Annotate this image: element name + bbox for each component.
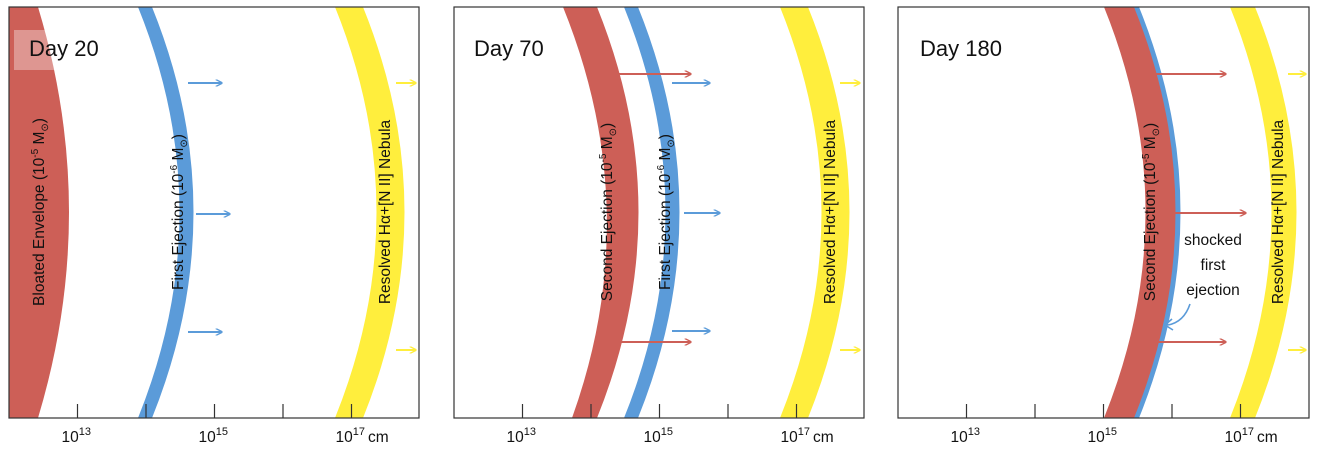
- second-ejection-shell: [563, 7, 639, 418]
- axis-tick-label: 1017 cm: [1225, 426, 1278, 446]
- axis-tick-label: 1013: [951, 426, 981, 446]
- shell-label-first-ejection: First Ejection (10-6 M⊙): [656, 134, 677, 290]
- shell-label-bloated-envelope: Bloated Envelope (10-5 M⊙): [30, 118, 51, 306]
- shell-label-second-ejection: Second Ejection (10-5 M⊙): [598, 123, 619, 301]
- axis-unit: cm: [1257, 429, 1278, 446]
- first-ejection-shell: [624, 7, 680, 418]
- shell-label-nebula: Resolved Hα+[N II] Nebula: [1270, 119, 1287, 304]
- axis-tick-label: 1015: [644, 426, 674, 446]
- second-ejection-shell: [1104, 7, 1176, 418]
- day-label: Day 70: [474, 36, 544, 61]
- x-axes: 1013 1015 1017 cm 1013 1015 1017 cm 1013 1015 1017…: [62, 404, 1278, 446]
- day-label: Day 180: [920, 36, 1002, 61]
- axis-tick-label: 1015: [199, 426, 229, 446]
- axis-tick-label: 1017 cm: [336, 426, 389, 446]
- day-label-box: [14, 30, 80, 70]
- nebula-shell: [780, 7, 850, 418]
- svg-text:ejection: ejection: [1186, 282, 1239, 299]
- axis-tick-label: 1013: [62, 426, 92, 446]
- axis-tick-label: 1017 cm: [781, 426, 834, 446]
- svg-text:shocked: shocked: [1184, 232, 1242, 249]
- annotation-arrow: [1167, 303, 1191, 326]
- axis-tick-label: 1015: [1088, 426, 1118, 446]
- svg-text:first: first: [1201, 257, 1227, 274]
- bloated-envelope-shell: [9, 7, 69, 418]
- panel-day-180: Day 180 Second Ejection (10-5 M⊙) Resolv…: [897, 6, 1310, 419]
- panel-day-70: Day 70 Second Ejection (10-5 M⊙) First E…: [453, 6, 865, 419]
- axis-unit: cm: [368, 429, 389, 446]
- shell-label-second-ejection: Second Ejection (10-5 M⊙): [1141, 123, 1162, 301]
- first-ejection-shell: [138, 7, 194, 418]
- shocked-first-ejection-shell: [1120, 7, 1181, 418]
- axis-unit: cm: [813, 429, 834, 446]
- nebula-shell: [1230, 7, 1297, 418]
- day-label: Day 20: [29, 36, 99, 61]
- nebula-shell: [335, 7, 405, 418]
- annotation-shocked-first-ejection: shocked first ejection: [1163, 232, 1242, 331]
- shell-label-first-ejection: First Ejection (10-6 M⊙): [169, 134, 190, 290]
- panel-day-20: Day 20 Bloated Envelope (10-5 M⊙) First …: [8, 6, 420, 419]
- axis-tick-label: 1013: [507, 426, 537, 446]
- shell-label-nebula: Resolved Hα+[N II] Nebula: [377, 119, 394, 304]
- shell-label-nebula: Resolved Hα+[N II] Nebula: [822, 119, 839, 304]
- panel-frame: [897, 6, 1310, 419]
